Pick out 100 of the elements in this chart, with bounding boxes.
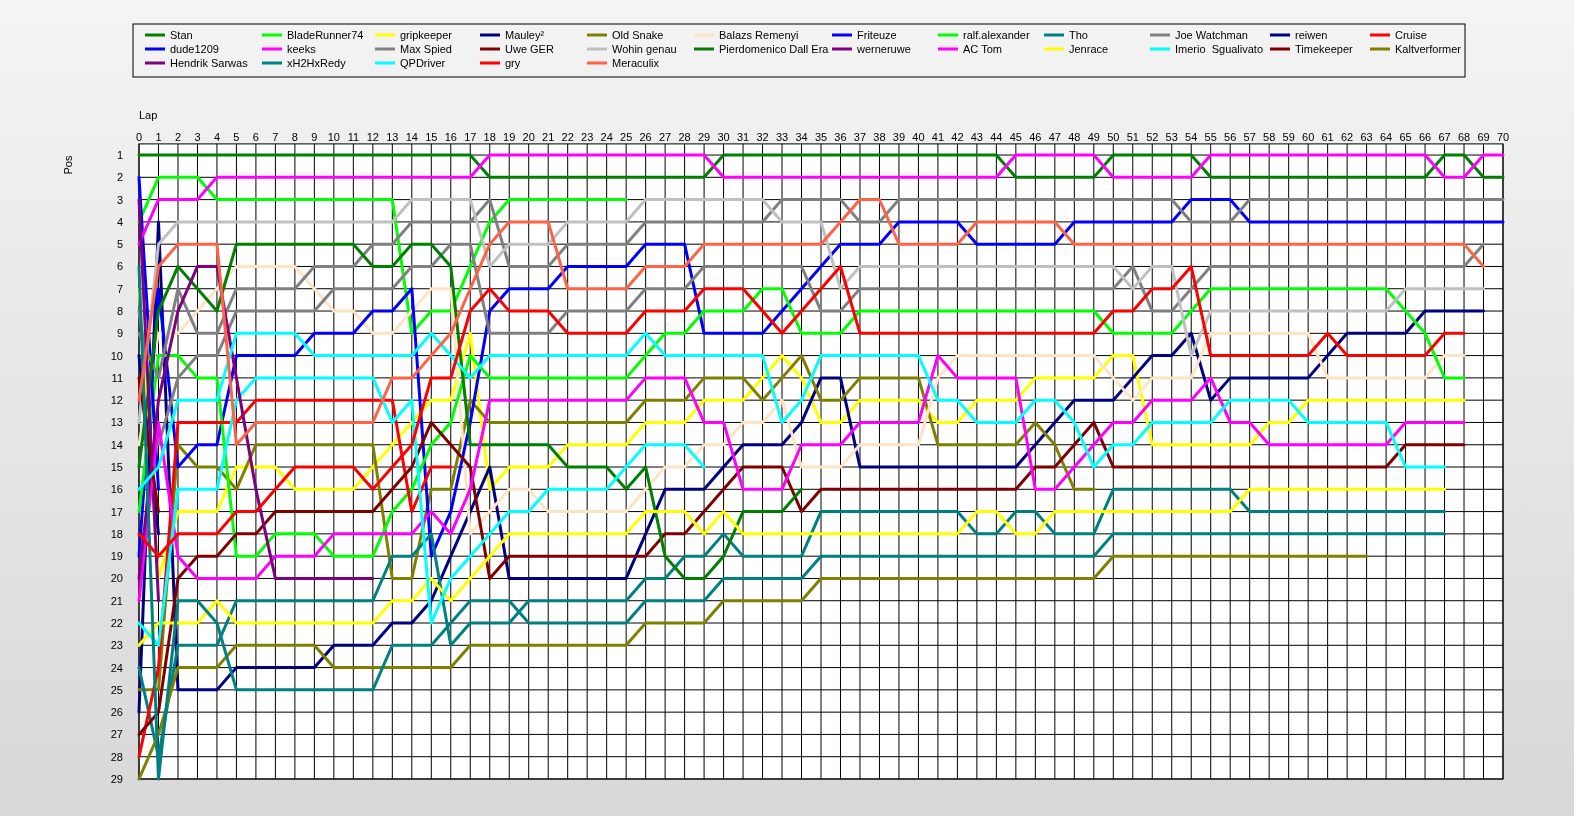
y-tick-label: 27 (110, 728, 123, 741)
legend-label: Max Spied (400, 43, 452, 55)
y-tick-label: 6 (116, 260, 123, 273)
x-tick-label: 6 (252, 130, 259, 143)
legend-label: AC Tom (963, 43, 1002, 55)
legend-label: gripkeeper (400, 29, 453, 41)
x-tick-label: 4 (213, 130, 221, 143)
x-tick-label: 12 (366, 130, 379, 143)
legend-label: ralf.alexander (963, 29, 1030, 41)
x-tick-label: 50 (1107, 130, 1120, 143)
x-tick-label: 42 (951, 130, 964, 143)
legend-label: Balazs Remenyi (719, 29, 799, 41)
y-tick-label: 22 (110, 617, 123, 630)
legend-label: Friteuze (857, 29, 897, 41)
y-tick-label: 8 (116, 305, 123, 318)
x-tick-label: 1 (155, 130, 162, 143)
x-tick-label: 28 (678, 130, 691, 143)
x-tick-label: 18 (483, 130, 496, 143)
legend-label: Meraculix (612, 57, 660, 69)
y-tick-label: 26 (110, 706, 123, 719)
y-tick-label: 15 (110, 461, 123, 474)
x-tick-label: 60 (1302, 130, 1315, 143)
legend-label: Tho (1069, 29, 1088, 41)
y-tick-label: 7 (116, 282, 123, 295)
legend-label: Joe Watchman (1175, 29, 1248, 41)
x-tick-label: 34 (795, 130, 808, 143)
y-tick-label: 17 (110, 505, 123, 518)
x-tick-label: 25 (620, 130, 633, 143)
x-tick-label: 52 (1146, 130, 1159, 143)
legend-label: keeks (287, 43, 317, 55)
x-tick-label: 41 (931, 130, 945, 143)
x-tick-label: 61 (1321, 130, 1334, 143)
legend-label: Imerio Sgualivato (1175, 43, 1264, 55)
x-tick-label: 38 (873, 130, 886, 143)
x-tick-label: 17 (464, 130, 477, 143)
x-tick-label: 32 (756, 130, 769, 143)
x-axis-title: Lap (139, 109, 158, 121)
legend-label: reiwen (1295, 29, 1328, 41)
y-tick-label: 11 (111, 371, 123, 384)
x-tick-label: 37 (853, 130, 867, 143)
x-tick-label: 27 (658, 130, 672, 143)
legend-label: Timekeeper (1295, 43, 1354, 55)
x-tick-label: 54 (1185, 130, 1198, 143)
x-tick-label: 33 (775, 130, 789, 143)
legend-label: gry (505, 57, 521, 69)
x-tick-label: 23 (581, 130, 594, 143)
legend-label: Cruise (1395, 29, 1427, 41)
y-tick-label: 28 (110, 750, 123, 763)
x-tick-label: 2 (174, 130, 182, 143)
legend-label: QPDriver (400, 57, 446, 69)
x-tick-label: 67 (1438, 130, 1451, 143)
y-tick-label: 3 (116, 193, 123, 206)
x-tick-label: 45 (1009, 130, 1022, 143)
legend-label: Wohin genau (612, 43, 677, 55)
x-tick-label: 3 (194, 130, 201, 143)
x-tick-label: 68 (1457, 130, 1471, 143)
x-tick-label: 36 (834, 130, 847, 143)
y-tick-label: 25 (110, 683, 123, 696)
x-tick-label: 14 (405, 130, 418, 143)
y-tick-label: 13 (110, 416, 123, 429)
y-tick-label: 20 (110, 572, 123, 585)
x-tick-label: 51 (1126, 130, 1139, 143)
x-tick-label: 7 (272, 130, 279, 143)
x-tick-label: 0 (135, 130, 143, 143)
x-tick-label: 11 (347, 130, 360, 143)
x-tick-label: 57 (1243, 130, 1256, 143)
legend-label: Stan (170, 29, 193, 41)
x-tick-label: 65 (1399, 130, 1412, 143)
y-axis-title: Pos (62, 155, 74, 175)
x-tick-label: 62 (1340, 130, 1354, 143)
y-tick-label: 10 (110, 349, 123, 362)
y-tick-label: 14 (110, 438, 123, 451)
x-tick-label: 29 (697, 130, 711, 143)
x-tick-label: 53 (1165, 130, 1178, 143)
x-tick-label: 46 (1029, 130, 1042, 143)
x-tick-label: 39 (892, 130, 906, 143)
y-tick-label: 2 (116, 171, 123, 184)
x-tick-label: 24 (600, 130, 613, 143)
y-tick-label: 9 (116, 327, 123, 340)
x-tick-label: 21 (542, 130, 555, 143)
x-tick-label: 69 (1477, 130, 1490, 143)
x-tick-label: 26 (639, 130, 652, 143)
y-tick-label: 23 (110, 639, 123, 652)
x-tick-label: 70 (1496, 130, 1510, 143)
y-tick-label: 19 (110, 550, 123, 563)
x-tick-label: 43 (970, 130, 984, 143)
legend-label: Uwe GER (505, 43, 554, 55)
legend-label: Hendrik Sarwas (170, 57, 249, 69)
x-tick-label: 16 (444, 130, 457, 143)
x-tick-label: 9 (311, 130, 318, 143)
y-tick-label: 21 (110, 594, 123, 607)
y-tick-label: 24 (110, 661, 123, 674)
x-tick-label: 56 (1224, 130, 1237, 143)
y-tick-label: 18 (110, 527, 123, 540)
x-tick-label: 59 (1282, 130, 1295, 143)
legend-label: Old Snake (612, 29, 664, 41)
x-tick-label: 10 (327, 130, 340, 143)
y-tick-label: 4 (116, 215, 123, 228)
legend-label: xH2HxRedy (287, 57, 347, 69)
x-tick-label: 49 (1087, 130, 1100, 143)
